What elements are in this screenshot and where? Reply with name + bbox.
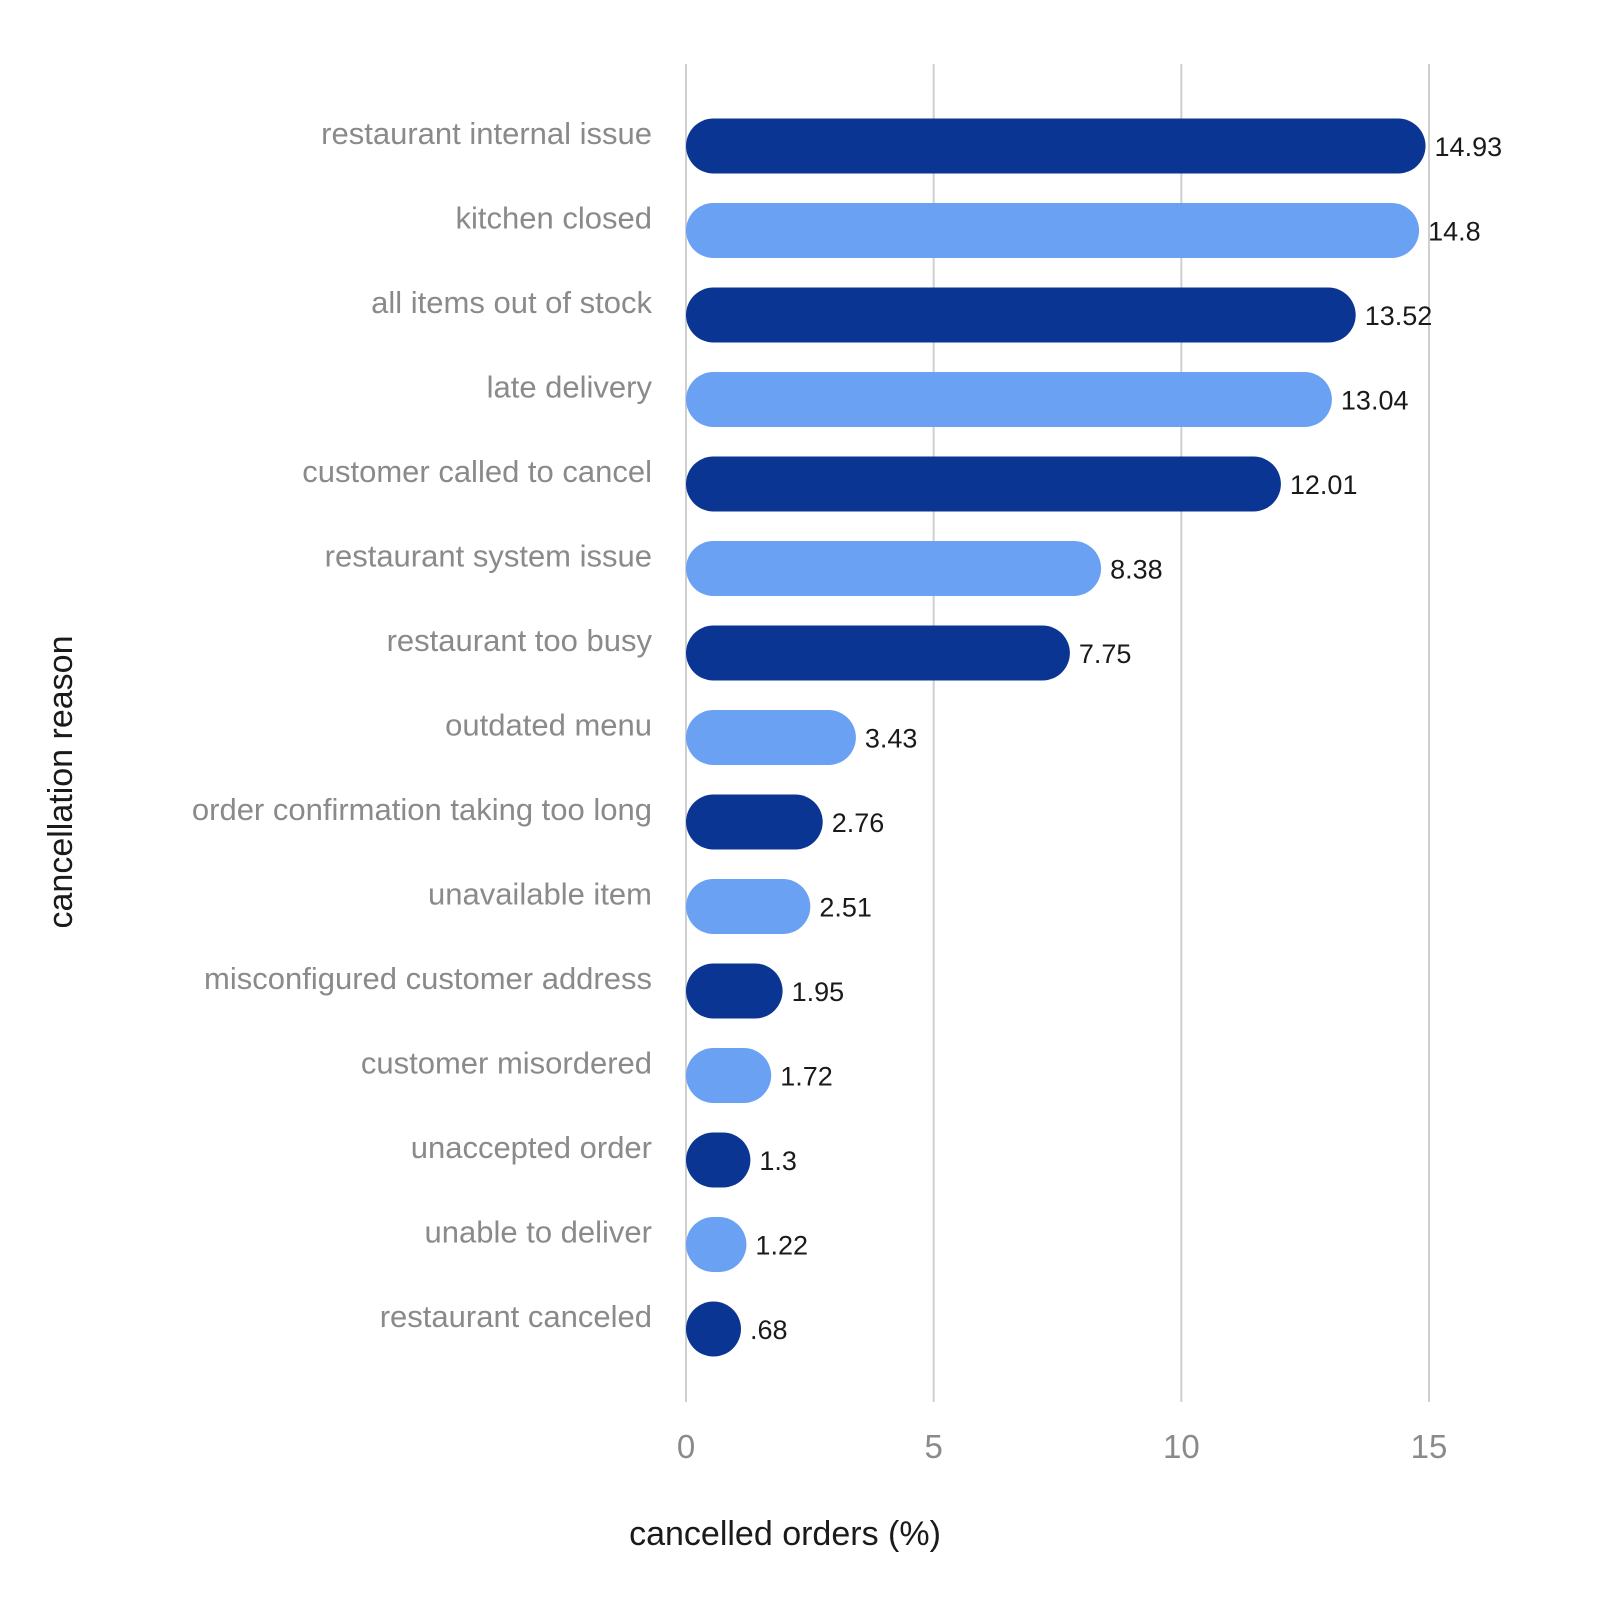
category-label: late delivery	[487, 370, 653, 405]
value-label: 2.76	[832, 808, 885, 838]
value-label: 3.43	[865, 724, 918, 754]
category-label: order confirmation taking too long	[192, 792, 652, 827]
category-label: restaurant too busy	[387, 623, 653, 658]
x-tick-label: 5	[924, 1428, 942, 1465]
value-label: 2.51	[819, 893, 872, 923]
bar	[686, 1048, 772, 1103]
value-label: 12.01	[1290, 470, 1358, 500]
category-label: customer misordered	[361, 1046, 652, 1081]
value-label: .68	[750, 1315, 788, 1345]
category-label: unaccepted order	[411, 1130, 652, 1165]
category-labels: restaurant internal issue kitchen closed a…	[192, 116, 653, 1334]
value-label: 13.04	[1341, 386, 1409, 416]
value-label: 13.52	[1365, 301, 1433, 331]
bar	[686, 625, 1070, 681]
bar	[686, 541, 1102, 596]
category-label: customer called to cancel	[302, 454, 652, 489]
bar	[686, 963, 783, 1019]
value-label: 14.93	[1435, 132, 1503, 162]
y-axis-title: cancellation reason	[42, 636, 80, 929]
value-label: 14.8	[1428, 217, 1481, 247]
category-label: unavailable item	[428, 877, 652, 912]
category-label: all items out of stock	[371, 285, 652, 320]
category-label: restaurant canceled	[380, 1299, 652, 1334]
category-label: outdated menu	[445, 708, 652, 743]
value-label: 8.38	[1110, 555, 1163, 585]
category-label: unable to deliver	[425, 1215, 653, 1250]
bar	[686, 287, 1356, 343]
bar	[686, 710, 856, 765]
bar	[686, 1301, 741, 1357]
value-label: 1.3	[759, 1146, 797, 1176]
value-label: 1.22	[755, 1231, 808, 1261]
grid-lines	[685, 64, 1430, 1402]
value-label: 1.95	[792, 977, 845, 1007]
category-label: kitchen closed	[456, 201, 652, 236]
value-labels: 14.93 14.8 13.52 13.04 12.01 8.38 7.75 3.43 2.76…	[750, 132, 1502, 1345]
bar	[686, 794, 823, 850]
category-label: restaurant internal issue	[321, 116, 652, 151]
value-label: 7.75	[1079, 639, 1132, 669]
bar	[686, 372, 1332, 427]
x-tick-labels: 0 5 10 15	[677, 1428, 1448, 1465]
category-label: misconfigured customer address	[204, 961, 652, 996]
x-axis-title: cancelled orders (%)	[629, 1515, 941, 1553]
bar	[686, 456, 1281, 512]
x-tick-label: 15	[1411, 1428, 1448, 1465]
bar	[686, 879, 811, 934]
bar	[686, 1217, 747, 1272]
bar	[686, 1132, 751, 1188]
value-label: 1.72	[780, 1062, 833, 1092]
bar	[686, 203, 1420, 258]
x-tick-label: 0	[677, 1428, 695, 1465]
x-tick-label: 10	[1163, 1428, 1200, 1465]
bars	[686, 118, 1426, 1357]
bar	[686, 118, 1426, 174]
category-label: restaurant system issue	[325, 539, 652, 574]
